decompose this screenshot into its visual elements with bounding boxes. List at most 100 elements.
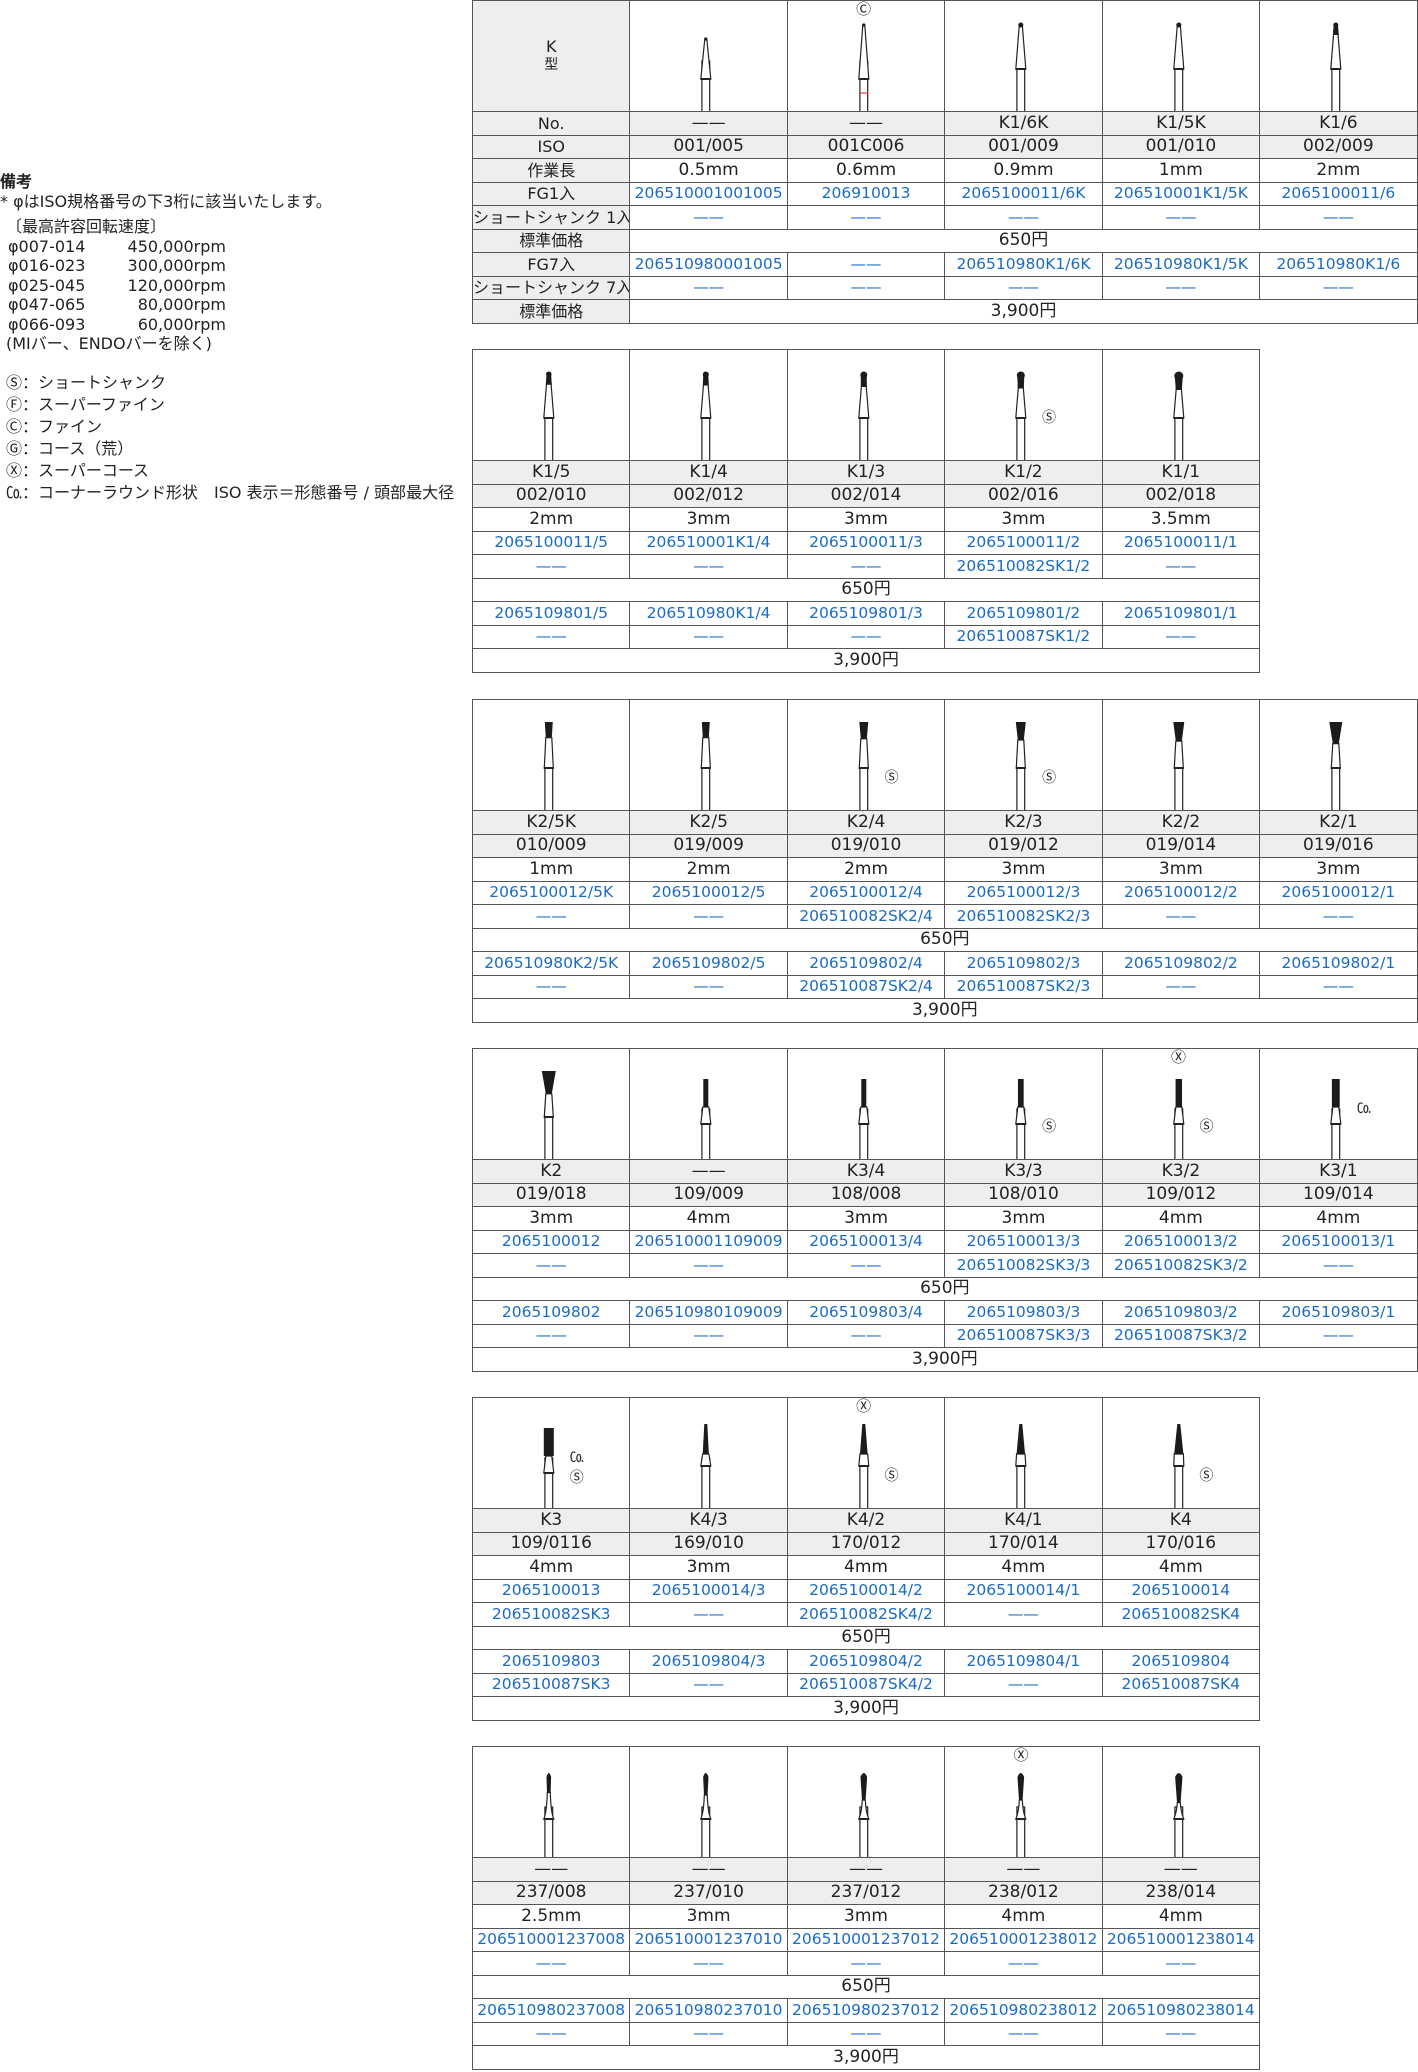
short-shank-7-code-row: ショートシャンク 7入 —— —— —— —— ——: [471, 275, 1418, 300]
short-shank-7-code: 206510087SK3/3: [944, 1323, 1103, 1348]
bur-number-row: K2/5K K2/5 K2/4 K2/3 K2/2 K2/1: [471, 810, 1418, 835]
bur-number: ——: [629, 1159, 788, 1184]
grit-mark-icon: Ⓧ: [1170, 1048, 1186, 1066]
fg7-code: 2065109802/3: [944, 951, 1103, 976]
bur-illustration: [700, 371, 712, 460]
working-length: 3mm: [629, 1904, 788, 1929]
short-shank-1-code: ——: [629, 1253, 788, 1278]
grit-mark-icon: Ⓧ: [856, 1397, 872, 1415]
bur-neck: [700, 1106, 712, 1125]
fg7-code: 2065109801/3: [786, 601, 946, 626]
working-length: 3mm: [944, 1206, 1103, 1231]
bur-neck: [1015, 1106, 1027, 1125]
fg1-code: 2065100011/6K: [944, 181, 1103, 206]
short-shank-7-code: 206510087SK2/4: [786, 974, 946, 999]
short-shank-7-code-row: 206510087SK3 —— 206510087SK4/2 —— 206510087S…: [471, 1672, 1261, 1697]
row-header: ISO: [471, 134, 631, 159]
bur-neck: [700, 1453, 712, 1467]
fg7-code: 206510980237012: [786, 1998, 946, 2023]
short-shank-1-code: ——: [471, 1253, 631, 1278]
short-shank-1-code: ——: [629, 205, 788, 230]
short-shank-1-code: 206510082SK3/3: [944, 1253, 1103, 1278]
iso-code: 108/010: [944, 1182, 1103, 1207]
short-shank-7-code-row: —— —— 206510087SK2/4 206510087SK2/3 —— ——: [471, 974, 1418, 999]
price-3900-row: 3,900円: [472, 1696, 1260, 1721]
short-shank-7-code-row: —— —— —— —— ——: [471, 2021, 1261, 2046]
product-table: K 型 Ⓒ No. —— —— K1/6K K1/5K K1/6 ISO 001/005 001C00…: [471, 0, 1418, 324]
bur-number-row: —— —— —— —— ——: [471, 1857, 1261, 1882]
iso-code: 002/010: [471, 483, 631, 508]
price-3900-row: 3,900円: [472, 1347, 1418, 1372]
fg1-code: 2065100012/5K: [471, 880, 631, 905]
bur-head: [859, 722, 869, 739]
working-length-row: 2mm 3mm 3mm 3mm 3.5mm: [471, 507, 1261, 532]
fg7-code: 2065109803/2: [1101, 1300, 1261, 1325]
iso-code: 001/009: [944, 134, 1103, 159]
working-length: 0.6mm: [786, 158, 946, 183]
bur-drawing: [857, 371, 870, 460]
bur-image-cell: [1259, 0, 1418, 112]
short-shank-7-code: ——: [629, 974, 788, 999]
bur-head: [1173, 1424, 1183, 1454]
bur-illustration: [857, 23, 870, 111]
iso-code-row: 002/010 002/012 002/014 002/016 002/018: [471, 483, 1261, 508]
bur-illustration: [858, 722, 869, 810]
bur-number: ——: [1101, 1857, 1261, 1882]
bur-illustration: [1172, 1079, 1185, 1159]
speed-row: φ025-045 120,000rpm: [0, 276, 470, 296]
bur-image-cell: Ⓒ: [786, 0, 946, 112]
type-letter: K: [545, 37, 557, 56]
iso-code: 238/012: [944, 1880, 1103, 1905]
row-header: 標準価格: [471, 228, 631, 253]
working-length: 4mm: [629, 1206, 788, 1231]
short-shank-1-code: ——: [471, 554, 631, 579]
standard-price: 650円: [629, 228, 1418, 253]
bur-drawing: [1330, 22, 1342, 111]
iso-code: 237/008: [471, 1880, 631, 1905]
bur-number: K4: [1101, 1508, 1261, 1533]
bur-drawing: [542, 1773, 555, 1857]
standard-price: 3,900円: [472, 2045, 1260, 2070]
bur-drawing: [857, 1773, 870, 1857]
image-row: Ⓢ: [471, 349, 1261, 461]
speed-range: φ025-045: [8, 275, 86, 295]
bur-neck: [543, 737, 554, 769]
fg7-code-row: FG7入 206510980001005 —— 206510980K1/6K 20651…: [471, 252, 1418, 277]
bur-drawing: [700, 37, 712, 111]
iso-code: 170/012: [786, 1531, 946, 1556]
short-shank-1-code: ——: [1101, 904, 1261, 929]
short-shank-1-code: ——: [629, 554, 788, 579]
bur-image-cell: Ⓢ: [1101, 1397, 1261, 1509]
corner-round-mark-icon: ㏇: [1356, 1101, 1371, 1117]
bur-illustration: [1015, 1773, 1027, 1857]
bur-image-cell: [786, 1746, 946, 1858]
iso-code: 019/016: [1259, 833, 1418, 858]
bur-head: [543, 1428, 554, 1456]
fg1-code: 206510001237012: [786, 1927, 946, 1952]
bur-head: [703, 371, 710, 378]
bur-drawing: [700, 1773, 713, 1857]
bur-drawing: [700, 1424, 712, 1508]
iso-code: 109/014: [1259, 1182, 1418, 1207]
short-shank-7-code: ——: [629, 624, 788, 649]
short-shank-7-code: ——: [944, 2021, 1103, 2046]
bur-number: K1/6: [1259, 111, 1418, 136]
bur-neck: [1015, 24, 1027, 70]
fg1-code: 2065100012/2: [1101, 880, 1261, 905]
bur-number: ——: [629, 1857, 788, 1882]
bur-number: K1/5: [471, 460, 631, 485]
fg1-code: 206510001238012: [944, 1927, 1103, 1952]
fg1-code: 2065100012/3: [944, 880, 1103, 905]
fg1-code: 2065100014/1: [944, 1578, 1103, 1603]
fg1-code: 2065100013/1: [1259, 1229, 1418, 1254]
working-length: 2mm: [471, 507, 631, 532]
short-shank-mark-icon: Ⓢ: [1041, 410, 1056, 426]
bur-number: K1/1: [1101, 460, 1261, 485]
short-shank-1-code-row: 206510082SK3 —— 206510082SK4/2 —— 206510082S…: [471, 1602, 1261, 1627]
bur-number-row: K2 —— K3/4 K3/3 K3/2 K3/1: [471, 1159, 1418, 1184]
bur-head: [1018, 22, 1024, 28]
bur-neck: [700, 1794, 713, 1820]
iso-code: 109/012: [1101, 1182, 1261, 1207]
short-shank-7-code: ——: [629, 2021, 788, 2046]
